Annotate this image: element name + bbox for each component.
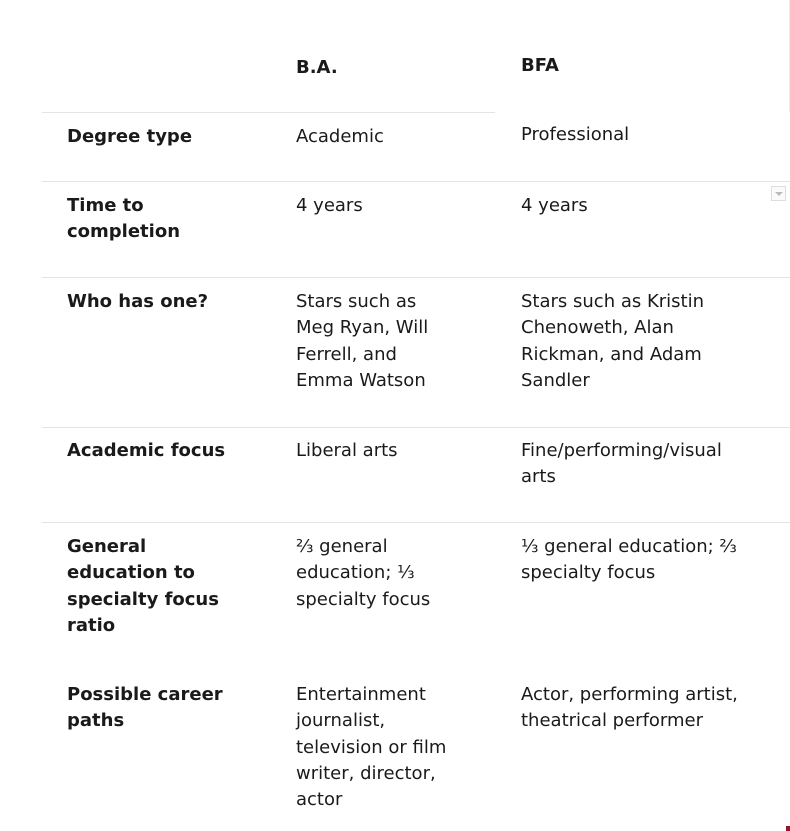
header-bfa: BFA — [521, 55, 559, 76]
divider — [42, 522, 790, 523]
cell-ba: Academic — [296, 126, 384, 147]
cell-ba: 4 years — [296, 195, 363, 216]
row-label: Academic focus — [67, 440, 226, 461]
cell-bfa: ⅓ general education; ⅔ specialty focus — [521, 536, 737, 584]
cell-ba: Liberal arts — [296, 440, 398, 461]
divider — [42, 427, 790, 428]
row-label: Possible career paths — [67, 684, 223, 732]
row-label: Degree type — [67, 126, 193, 147]
cell-ba: Stars such as Meg Ryan, Will Ferrell, an… — [296, 291, 429, 391]
cell-ba: ⅔ general education; ⅓ specialty focus — [296, 536, 431, 610]
chevron-down-icon[interactable] — [771, 186, 786, 201]
row-label: Who has one? — [67, 291, 209, 312]
cell-bfa: 4 years — [521, 195, 588, 216]
cell-bfa: Stars such as Kristin Chenoweth, Alan Ri… — [521, 291, 705, 391]
divider — [42, 181, 790, 182]
cell-bfa: Professional — [521, 124, 630, 145]
cell-bfa: Actor, performing artist, theatrical per… — [521, 684, 738, 732]
row-label: General education to specialty focus rat… — [67, 536, 219, 636]
divider — [42, 112, 495, 113]
row-label: Time to completion — [67, 195, 181, 243]
header-ba: B.A. — [296, 57, 338, 78]
cell-ba: Entertainment journalist, television or … — [296, 684, 447, 811]
cell-bfa: Fine/performing/visual arts — [521, 440, 722, 488]
divider — [42, 277, 790, 278]
edge-marker — [786, 826, 790, 831]
